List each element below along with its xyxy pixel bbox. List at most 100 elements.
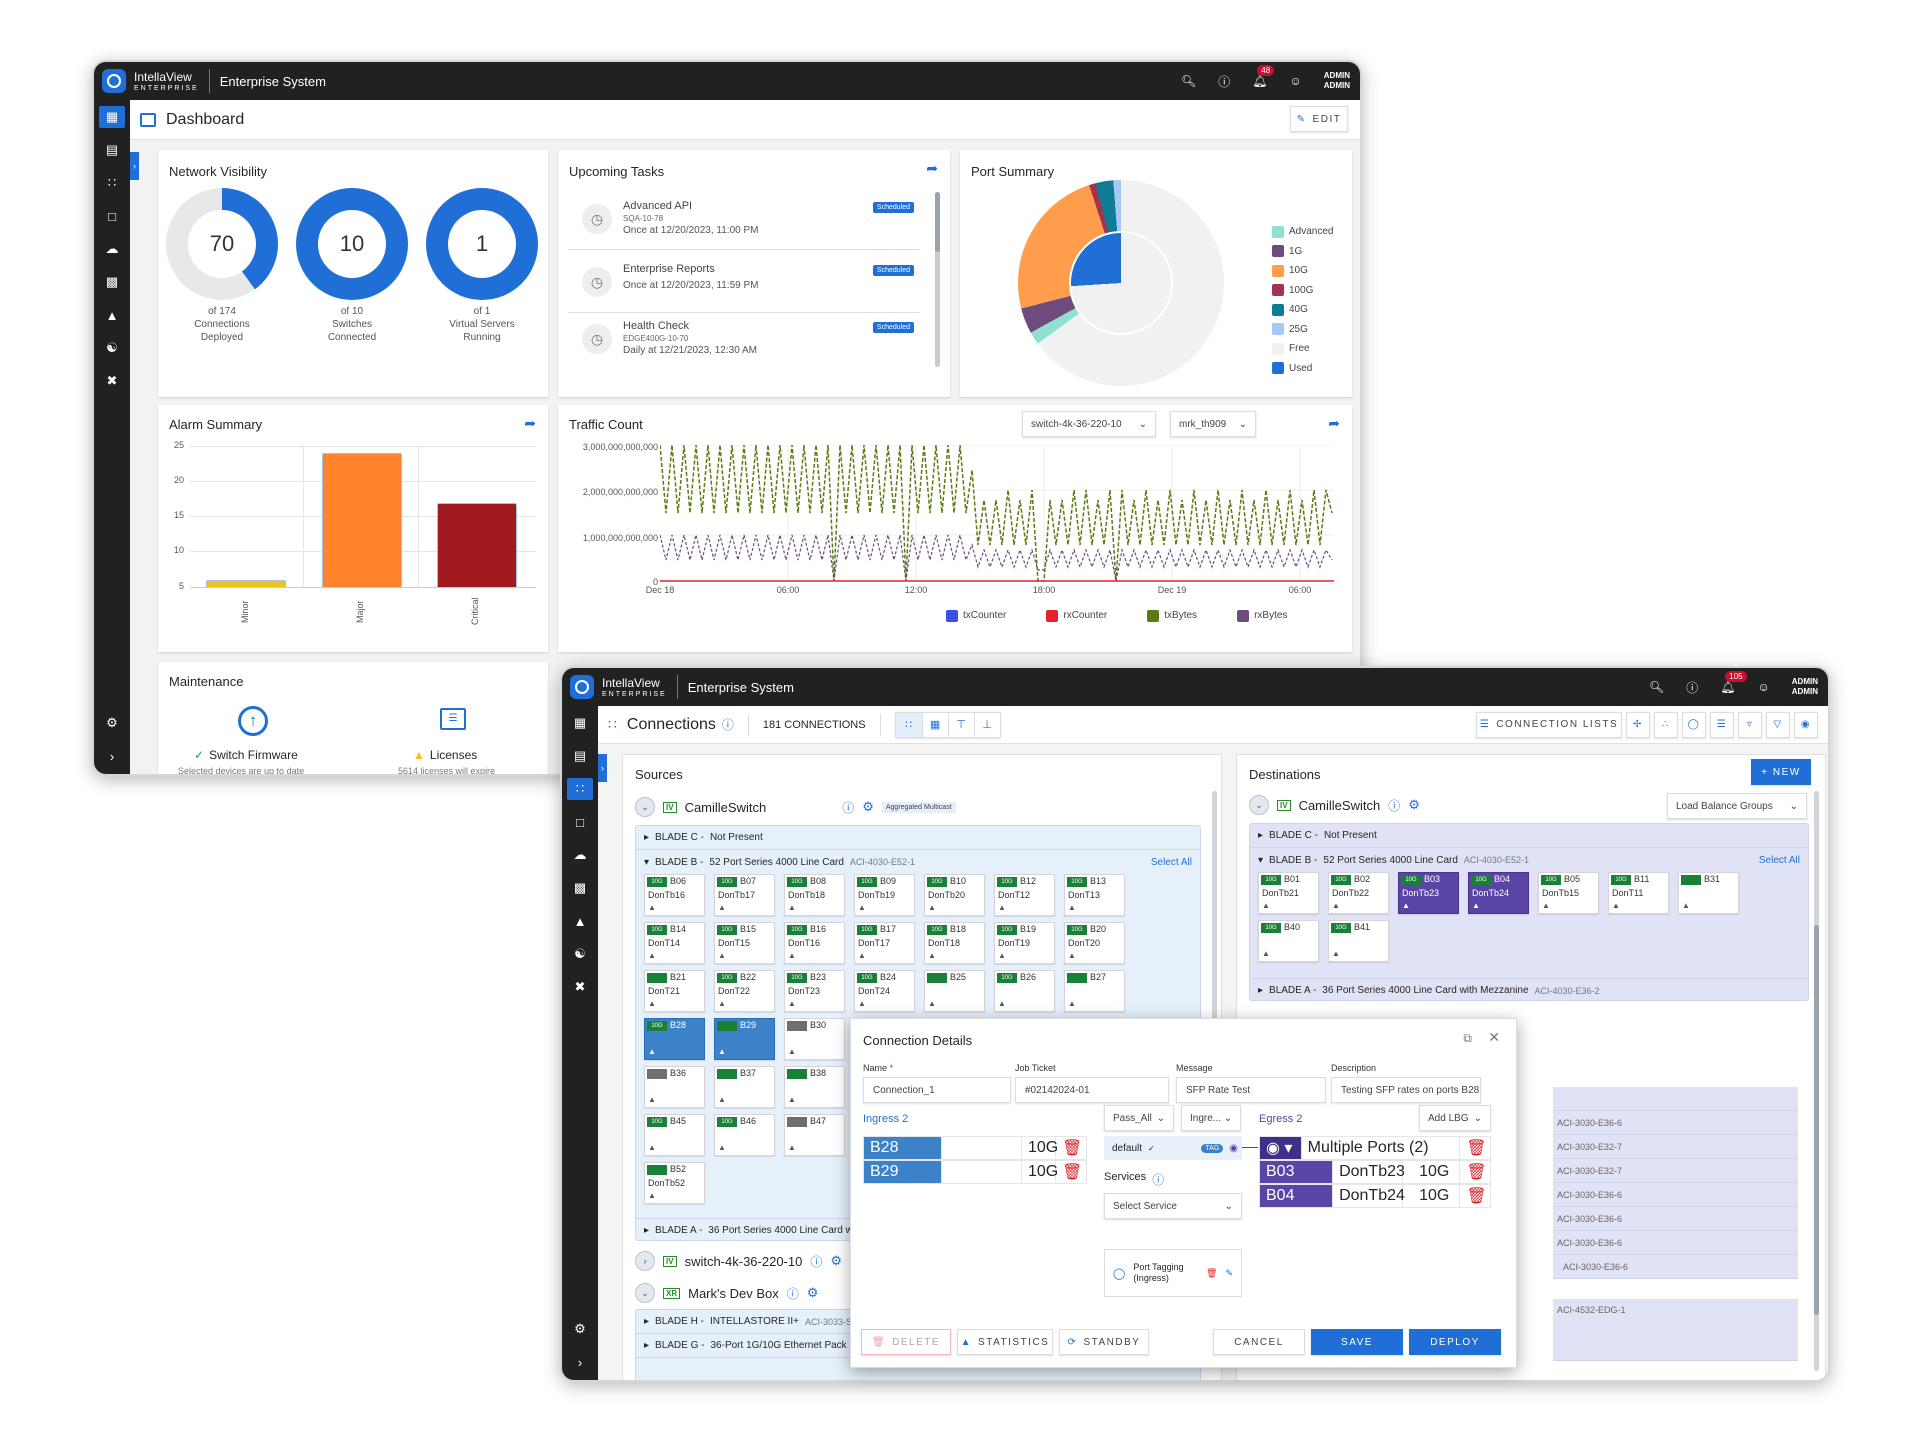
destination-switch-row[interactable]: ⌄ IV CamilleSwitch ⓘ ⚙ xyxy=(1249,795,1420,815)
scrollbar[interactable] xyxy=(935,192,940,367)
sidebar-item-list[interactable]: ▤ xyxy=(105,142,119,157)
info-icon[interactable]: ⓘ xyxy=(1388,798,1401,813)
source-switch-row[interactable]: ⌄ XR Mark's Dev Box ⓘ ⚙ xyxy=(635,1283,818,1303)
statistics-icon[interactable]: ▲ xyxy=(1612,901,1620,910)
port-tile[interactable]: B31 ▲ xyxy=(1678,872,1739,914)
port-tile[interactable]: B30 ▲ xyxy=(784,1018,845,1060)
load-balance-groups-select[interactable]: Load Balance Groups ⌄ xyxy=(1667,793,1807,819)
user-avatar-icon[interactable]: ☺ xyxy=(1289,74,1302,88)
help-icon[interactable]: ⓘ xyxy=(1218,74,1231,89)
statistics-icon[interactable]: ▲ xyxy=(788,999,796,1008)
port-tile[interactable]: 10G B10 DonTb20 ▲ xyxy=(924,874,985,916)
statistics-icon[interactable]: ▲ xyxy=(1068,999,1076,1008)
blade-model-row[interactable]: ACI-3030-E32-7 xyxy=(1553,1135,1798,1159)
description-input[interactable]: Testing SFP rates on ports B28 xyxy=(1331,1077,1481,1103)
ingress-row[interactable]: B29 10G 🗑︎ xyxy=(863,1160,1087,1184)
statistics-icon[interactable]: ▲ xyxy=(928,999,936,1008)
egress-group-row[interactable]: ◉ ▾ Multiple Ports (2) 🗑︎ xyxy=(1259,1136,1491,1160)
blade-model-row[interactable]: ACI-3030-E36-6 xyxy=(1553,1255,1798,1279)
sidebar-item-connections[interactable]: ∷ xyxy=(107,175,117,190)
statistics-icon[interactable]: ▲ xyxy=(858,903,866,912)
share-icon[interactable]: ➦ xyxy=(1328,415,1340,431)
search-icon[interactable]: 🔍︎ xyxy=(1181,74,1197,88)
port-tile[interactable]: 10G B20 DonT20 ▲ xyxy=(1064,922,1125,964)
maximize-icon[interactable]: ⧉ xyxy=(1463,1031,1472,1045)
port-tile[interactable]: 10G B04 DonTb24 ▲ xyxy=(1468,872,1529,914)
port-tile[interactable]: 10G B18 DonT18 ▲ xyxy=(924,922,985,964)
cancel-button[interactable]: CANCEL xyxy=(1213,1329,1305,1355)
group-toggle[interactable]: ◉ ▾ xyxy=(1260,1137,1302,1159)
delete-row-icon[interactable]: 🗑︎ xyxy=(1062,1140,1083,1157)
statistics-icon[interactable]: ▲ xyxy=(718,1143,726,1152)
gear-icon[interactable]: ⚙ xyxy=(830,1253,843,1268)
statistics-icon[interactable]: ▲ xyxy=(1332,949,1340,958)
bar-critical[interactable] xyxy=(437,503,517,587)
delete-row-icon[interactable]: 🗑︎ xyxy=(1062,1164,1083,1181)
port-tile[interactable]: 10G B05 DonTb15 ▲ xyxy=(1538,872,1599,914)
info-icon[interactable]: ⓘ xyxy=(721,718,734,732)
notifications-button[interactable]: 🔔︎ 48 xyxy=(1252,65,1275,88)
blade-model-row[interactable]: ACI-3030-E36-6 xyxy=(1553,1183,1798,1207)
share-icon[interactable]: ➦ xyxy=(524,415,536,431)
filter-select[interactable]: Pass_All ⌄ xyxy=(1104,1105,1174,1131)
license-certificate-icon[interactable]: ☰ xyxy=(440,708,466,730)
port-tile[interactable]: 10G B19 DonT19 ▲ xyxy=(994,922,1055,964)
delete-row-icon[interactable]: 🗑︎ xyxy=(1466,1164,1487,1181)
sidebar-item-tools[interactable]: ✖ xyxy=(574,979,586,994)
statistics-icon[interactable]: ▲ xyxy=(648,951,656,960)
port-tile[interactable]: B37 ▲ xyxy=(714,1066,775,1108)
egress-row[interactable]: B04 DonTb24 10G 🗑︎ xyxy=(1259,1184,1491,1208)
port-tile[interactable]: 10G B28 ▲ xyxy=(644,1018,705,1060)
port-tile[interactable]: 10G B16 DonT16 ▲ xyxy=(784,922,845,964)
statistics-icon[interactable]: ▲ xyxy=(648,1047,656,1056)
egress-row[interactable]: B03 DonTb23 10G 🗑︎ xyxy=(1259,1160,1491,1184)
statistics-icon[interactable]: ▲ xyxy=(1402,901,1410,910)
port-tile[interactable]: B47 ▲ xyxy=(784,1114,845,1156)
gear-icon[interactable]: ⚙ xyxy=(862,799,874,814)
port-tile[interactable]: B29 ▲ xyxy=(714,1018,775,1060)
user-menu[interactable]: ADMIN ADMIN xyxy=(1324,71,1350,91)
port-tile[interactable]: 10G B07 DonTb17 ▲ xyxy=(714,874,775,916)
share-icon[interactable]: ➦ xyxy=(926,160,938,176)
statistics-icon[interactable]: ▲ xyxy=(788,903,796,912)
settings-icon[interactable]: ⚙ xyxy=(574,1321,586,1336)
notifications-button[interactable]: 🔔︎ 105 xyxy=(1720,671,1747,694)
port-tile[interactable]: 10G B01 DonTb21 ▲ xyxy=(1258,872,1319,914)
statistics-icon[interactable]: ▲ xyxy=(998,903,1006,912)
port-tile[interactable]: 10G B22 DonT22 ▲ xyxy=(714,970,775,1012)
job-ticket-input[interactable]: #02142024-01 xyxy=(1015,1077,1169,1103)
edit-service-icon[interactable]: ✎ xyxy=(1225,1267,1233,1278)
nodes-button[interactable]: ∴ xyxy=(1654,711,1678,738)
port-tile[interactable]: B27 ▲ xyxy=(1064,970,1125,1012)
collapse-view-button[interactable]: ⊤ xyxy=(947,712,974,737)
port-tile[interactable]: 10G B02 DonTb22 ▲ xyxy=(1328,872,1389,914)
task-item[interactable]: ◷ Enterprise Reports Once at 12/20/2023,… xyxy=(568,255,920,313)
blade-b-row[interactable]: ▾ BLADE B -52 Port Series 4000 Line Card A… xyxy=(644,856,1192,868)
port-tile[interactable]: 10G B45 ▲ xyxy=(644,1114,705,1156)
info-icon[interactable]: ⓘ xyxy=(842,800,855,815)
port-tile[interactable]: 10G B46 ▲ xyxy=(714,1114,775,1156)
user-avatar-icon[interactable]: ☺ xyxy=(1757,680,1770,694)
blade-model-row[interactable]: ACI-3030-E36-6 xyxy=(1553,1207,1798,1231)
port-tile[interactable]: 10G B13 DonT13 ▲ xyxy=(1064,874,1125,916)
sidebar-item-dashboard[interactable]: ▦ xyxy=(573,715,587,730)
info-icon[interactable]: ⓘ xyxy=(1152,1173,1165,1187)
port-tile[interactable]: 10G B41 ▲ xyxy=(1328,920,1389,962)
port-tile[interactable]: 10G B26 ▲ xyxy=(994,970,1055,1012)
source-switch-row[interactable]: › IV switch-4k-36-220-10 ⓘ ⚙ xyxy=(635,1251,842,1271)
statistics-button[interactable]: ◉ xyxy=(1794,711,1818,738)
sidebar-item-dashboard[interactable]: ▦ xyxy=(99,106,125,128)
standby-button[interactable]: ⟳ STANDBY xyxy=(1059,1329,1149,1355)
filter-settings-button[interactable]: ▿ xyxy=(1738,711,1762,738)
statistics-icon[interactable]: ▲ xyxy=(788,1095,796,1104)
statistics-icon[interactable]: ▲ xyxy=(1682,901,1690,910)
switch-firmware-link[interactable]: ✓ Switch Firmware xyxy=(194,748,298,762)
blade-model-row[interactable]: ACI-3030-E36-6 xyxy=(1553,1231,1798,1255)
statistics-icon[interactable]: ▲ xyxy=(788,951,796,960)
select-all-link[interactable]: Select All xyxy=(1758,854,1800,866)
statistics-icon[interactable]: ▲ xyxy=(718,1047,726,1056)
port-tile[interactable]: 10G B11 DonT11 ▲ xyxy=(1608,872,1669,914)
port-tile[interactable]: 10G B06 DonTb16 ▲ xyxy=(644,874,705,916)
statistics-icon[interactable]: ▲ xyxy=(718,1095,726,1104)
collapse-chevron-icon[interactable]: ⌄ xyxy=(1249,795,1269,815)
